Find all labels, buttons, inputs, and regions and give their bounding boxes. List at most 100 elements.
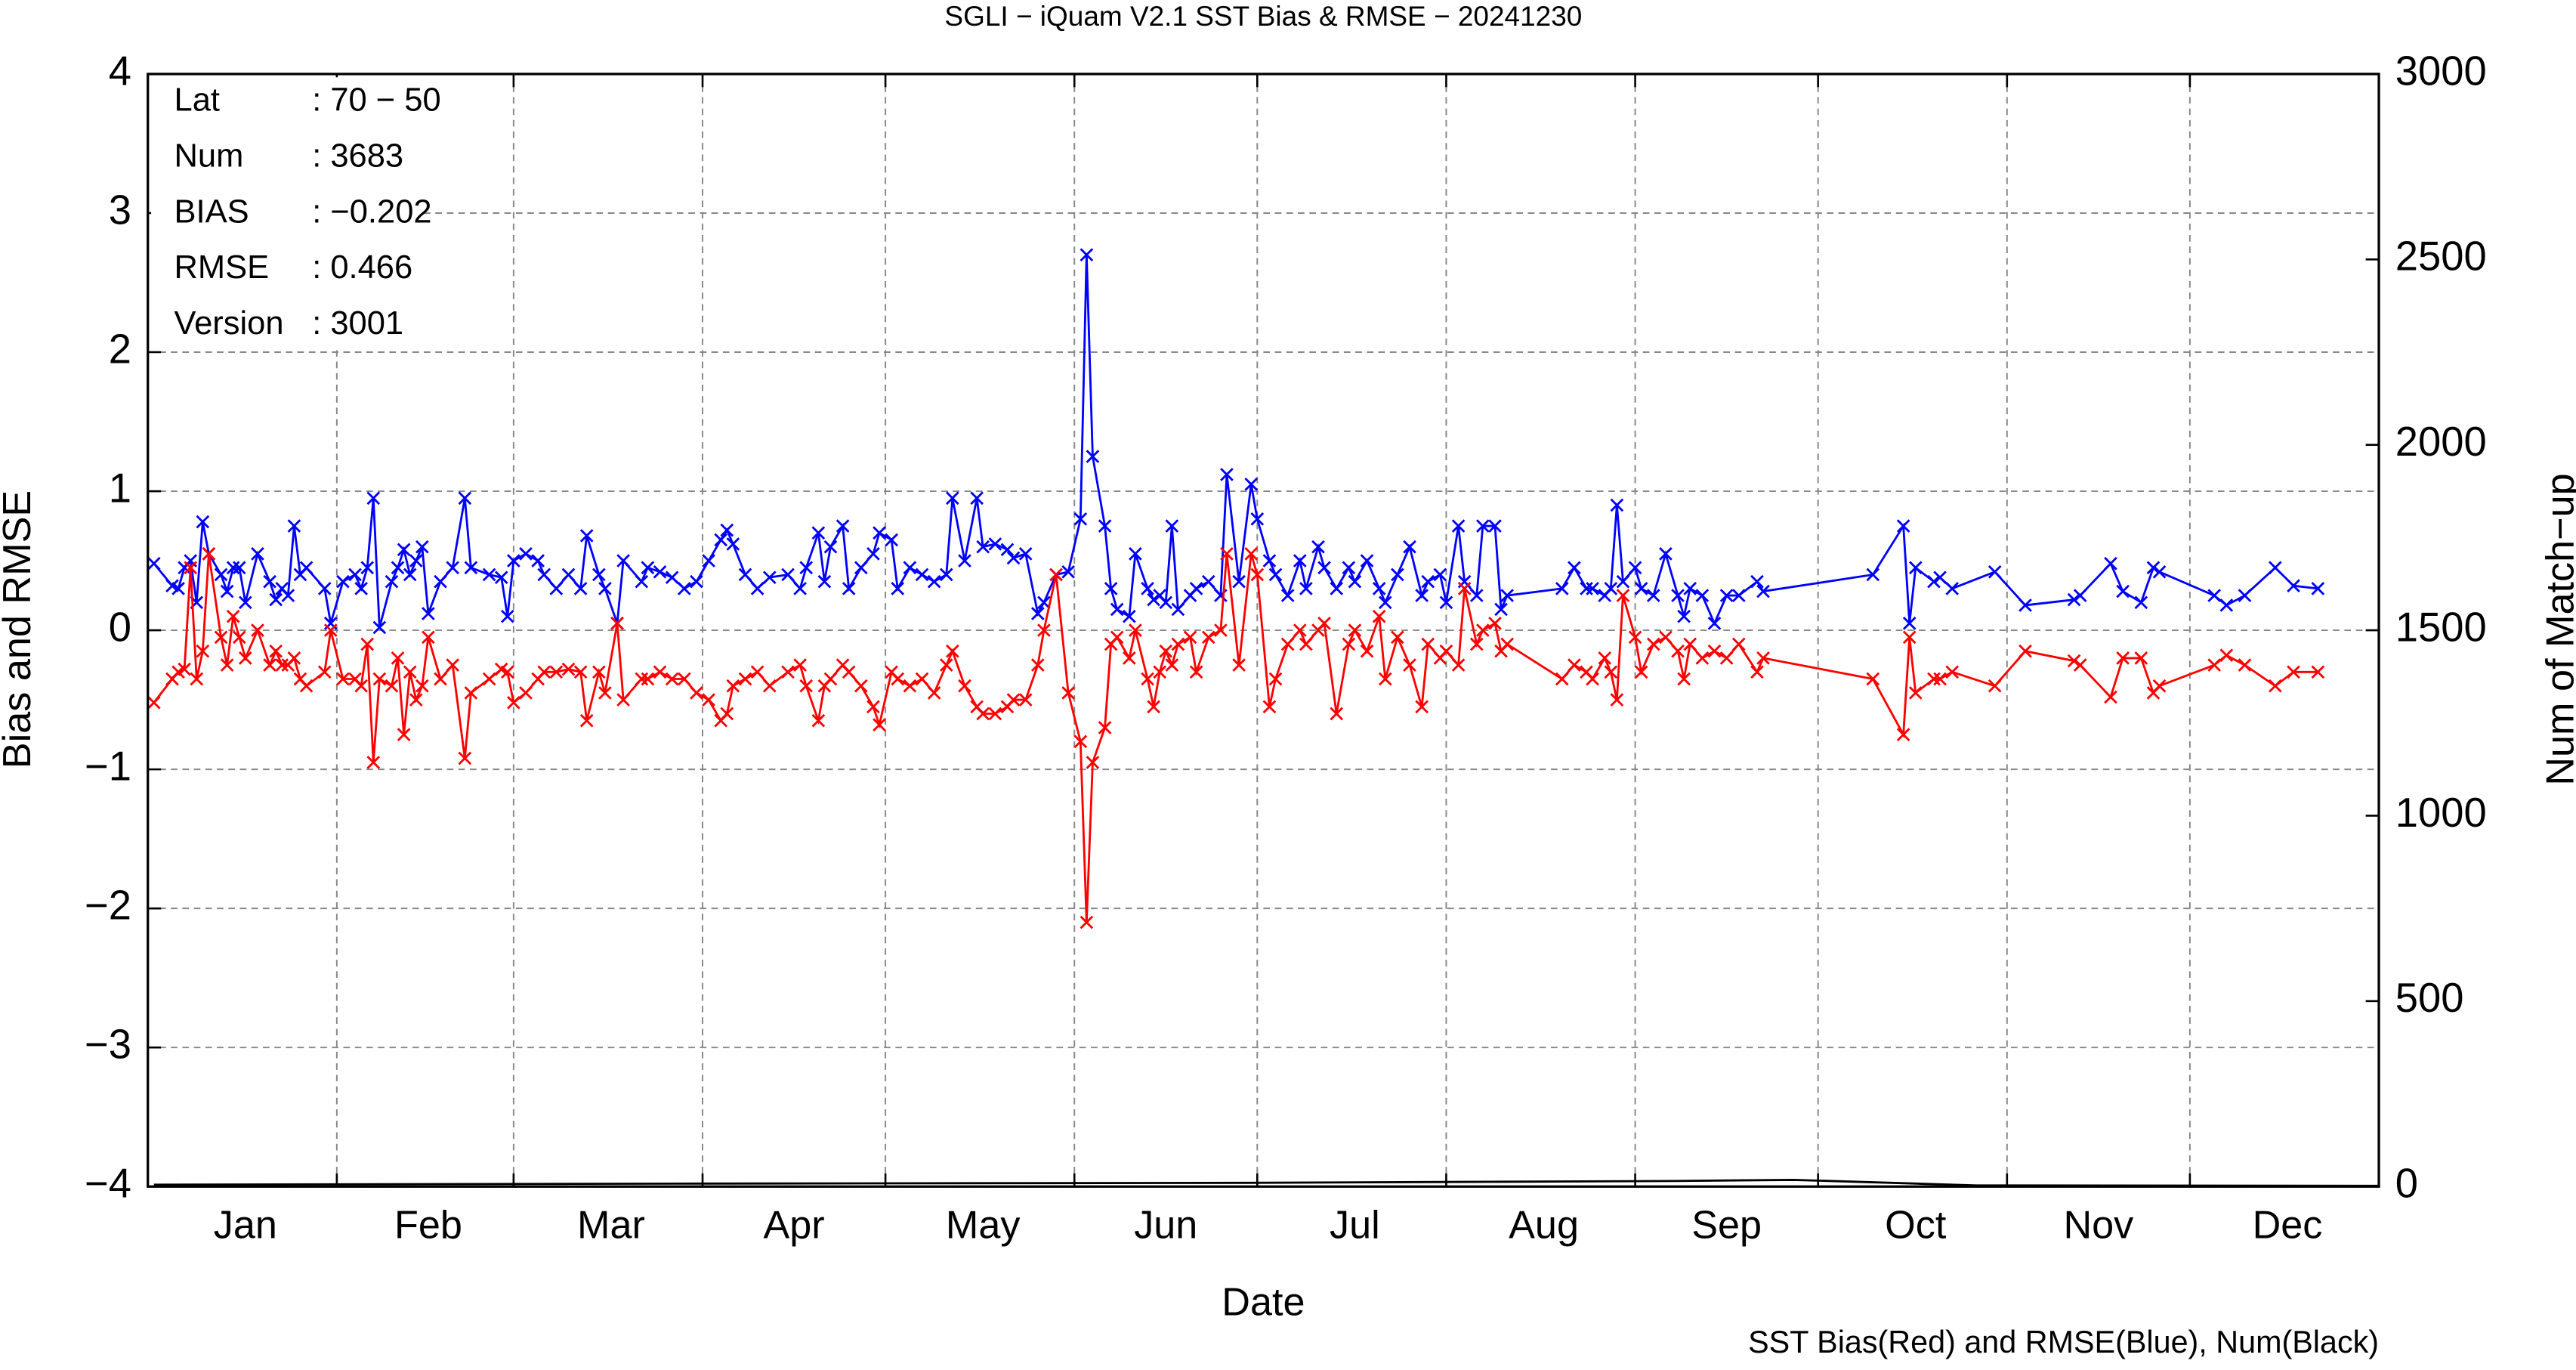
x-tick-label: Jun bbox=[1134, 1203, 1197, 1247]
point-marker bbox=[263, 658, 276, 672]
x-tick-label: Sep bbox=[1691, 1203, 1762, 1247]
point-marker bbox=[1171, 637, 1185, 651]
note: SST Bias(Red) and RMSE(Blue), Num(Black) bbox=[1748, 1325, 2379, 1359]
y-tick-label: 3 bbox=[109, 187, 131, 233]
point-marker bbox=[1360, 554, 1374, 567]
point-marker bbox=[891, 582, 905, 595]
point-marker bbox=[1262, 700, 1277, 714]
point-marker bbox=[738, 567, 752, 582]
point-marker bbox=[220, 584, 234, 598]
point-marker bbox=[482, 672, 496, 686]
point-marker bbox=[1646, 637, 1660, 651]
point-marker bbox=[269, 644, 283, 658]
point-marker bbox=[1360, 644, 1374, 658]
x-tick-label: Mar bbox=[577, 1203, 645, 1247]
x-tick-label: Dec bbox=[2253, 1203, 2323, 1247]
point-marker bbox=[184, 561, 198, 575]
point-marker bbox=[610, 617, 624, 630]
x-tick-label: Aug bbox=[1509, 1203, 1579, 1247]
point-marker bbox=[2207, 589, 2221, 602]
point-marker bbox=[1232, 658, 1246, 672]
point-marker bbox=[287, 519, 301, 533]
info-key: Lat bbox=[175, 82, 220, 118]
point-marker bbox=[1030, 607, 1045, 620]
x-axis-label: Date bbox=[1222, 1281, 1305, 1325]
point-marker bbox=[690, 574, 703, 589]
point-marker bbox=[1073, 512, 1088, 526]
point-marker bbox=[1488, 617, 1502, 630]
y2-tick-label: 2000 bbox=[2395, 419, 2487, 465]
point-marker bbox=[1457, 582, 1472, 595]
point-marker bbox=[1568, 658, 1581, 672]
point-marker bbox=[1598, 651, 1612, 665]
y2-tick-label: 3000 bbox=[2395, 48, 2487, 94]
point-marker bbox=[1129, 547, 1142, 561]
point-marker bbox=[1927, 574, 1941, 589]
point-marker bbox=[1750, 665, 1764, 679]
point-marker bbox=[1451, 519, 1466, 533]
point-marker bbox=[677, 582, 691, 595]
point-marker bbox=[323, 623, 338, 637]
point-marker bbox=[1403, 658, 1416, 672]
point-marker bbox=[2018, 644, 2032, 658]
point-marker bbox=[226, 561, 240, 575]
marks bbox=[147, 248, 2380, 1187]
point-marker bbox=[1719, 589, 1734, 602]
point-marker bbox=[854, 561, 868, 575]
point-marker bbox=[2146, 561, 2161, 575]
point-marker bbox=[1896, 519, 1910, 533]
point-marker bbox=[549, 582, 564, 595]
series-line bbox=[153, 255, 2318, 628]
point-marker bbox=[1171, 602, 1185, 617]
point-marker bbox=[251, 547, 264, 561]
point-marker bbox=[385, 679, 399, 693]
point-marker bbox=[866, 547, 880, 561]
point-marker bbox=[1293, 623, 1307, 637]
point-marker bbox=[726, 537, 740, 551]
point-marker bbox=[903, 679, 917, 693]
point-marker bbox=[2073, 589, 2087, 602]
point-marker bbox=[592, 665, 606, 679]
point-marker bbox=[635, 672, 649, 686]
info-value: : 0.466 bbox=[312, 249, 412, 286]
point-marker bbox=[885, 533, 898, 547]
point-marker bbox=[1317, 561, 1331, 575]
point-marker bbox=[762, 571, 777, 584]
point-marker bbox=[281, 589, 295, 602]
point-marker bbox=[1707, 617, 1722, 630]
point-marker bbox=[1141, 672, 1154, 686]
point-marker bbox=[2104, 690, 2117, 704]
point-marker bbox=[2152, 679, 2167, 693]
point-marker bbox=[1683, 582, 1697, 595]
point-marker bbox=[1750, 574, 1764, 589]
x-tick-label: Feb bbox=[394, 1203, 462, 1247]
point-marker bbox=[1189, 582, 1203, 595]
point-marker bbox=[750, 582, 764, 595]
y-tick-label: 4 bbox=[109, 48, 131, 94]
point-marker bbox=[1244, 547, 1259, 561]
point-marker bbox=[1110, 602, 1124, 617]
point-marker bbox=[817, 574, 832, 589]
point-marker bbox=[1165, 658, 1179, 672]
point-marker bbox=[1183, 630, 1197, 645]
point-marker bbox=[1378, 672, 1392, 686]
point-marker bbox=[2134, 595, 2148, 610]
point-marker bbox=[958, 679, 971, 693]
point-marker bbox=[762, 679, 777, 693]
y2-axis-label: Num of Match−up bbox=[2538, 473, 2576, 785]
point-marker bbox=[1147, 592, 1160, 607]
point-marker bbox=[2067, 592, 2081, 607]
point-marker bbox=[915, 567, 929, 582]
point-marker bbox=[519, 686, 533, 700]
point-marker bbox=[1280, 589, 1295, 602]
point-marker bbox=[446, 561, 460, 575]
point-marker bbox=[226, 609, 240, 623]
point-marker bbox=[970, 491, 984, 506]
point-marker bbox=[823, 672, 838, 686]
point-marker bbox=[385, 574, 399, 589]
point-marker bbox=[1731, 589, 1746, 602]
point-marker bbox=[1220, 468, 1234, 481]
info-value: : −0.202 bbox=[312, 193, 431, 230]
plot-frame bbox=[147, 73, 2380, 1188]
point-marker bbox=[1902, 630, 1917, 645]
